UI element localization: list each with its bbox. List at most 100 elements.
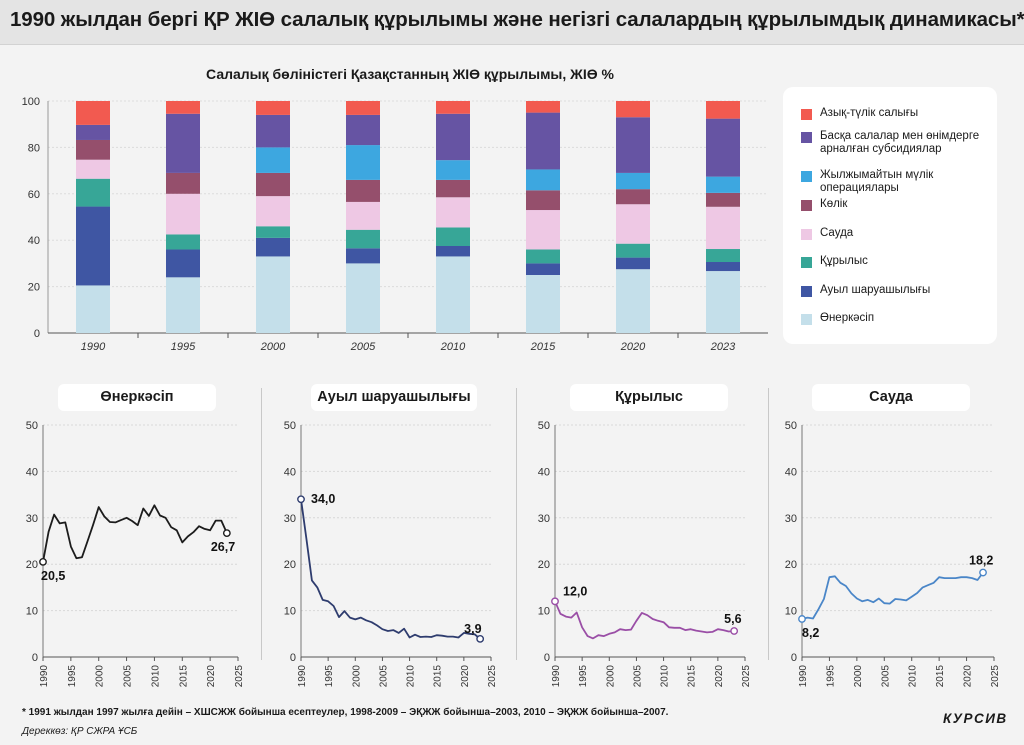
bar-segment [616, 204, 650, 244]
bar-segment [76, 139, 110, 160]
legend-swatch [801, 132, 812, 143]
series-line [554, 600, 735, 640]
legend-swatch [801, 171, 812, 182]
legend-item-trade: Сауда [801, 227, 991, 240]
bar-segment [76, 285, 110, 333]
panel-title-agriculture: Ауыл шаруашылығы [311, 384, 477, 411]
legend-item-industry: Өнеркәсіп [801, 312, 991, 325]
y-tick-label: 40 [26, 466, 38, 478]
y-tick-label: 50 [284, 420, 296, 432]
data-label: 12,0 [563, 584, 587, 598]
x-tick-label: 2010 [406, 665, 417, 688]
bar-segment [436, 113, 470, 161]
panel-title-industry: Өнеркәсіп [58, 384, 216, 411]
x-tick-label: 2020 [714, 665, 725, 688]
bar-segment [526, 210, 560, 250]
endpoint-marker [222, 529, 231, 538]
bar-segment [346, 201, 380, 230]
x-tick-label: 1995 [324, 665, 335, 688]
page-title: 1990 жылдан бергі ҚР ЖІӨ салалық құрылым… [10, 8, 1024, 31]
x-tick-label: 2005 [378, 665, 389, 688]
legend-label: Ауыл шаруашылығы [820, 284, 931, 296]
data-label: 20,5 [41, 569, 65, 583]
legend-label: Басқа салалар мен өнімдерге арналған суб… [820, 130, 980, 155]
x-tick-label: 2025 [990, 665, 1001, 688]
bar-segment [256, 196, 290, 227]
data-label: 18,2 [969, 554, 993, 568]
endpoint-marker [39, 557, 47, 566]
source-note: Дереккөз: ҚР СЖРА ҰСБ [22, 726, 138, 737]
bar-segment [526, 275, 560, 333]
x-tick-label: 1995 [171, 341, 196, 353]
bar-segment [706, 206, 740, 250]
legend-label: Көлік [820, 198, 848, 210]
x-tick-label: 2005 [880, 665, 891, 688]
x-tick-label: 1995 [67, 665, 78, 688]
x-tick-label: 2020 [206, 665, 217, 688]
bar-segment [526, 169, 560, 191]
y-tick-label: 60 [28, 189, 40, 201]
header-bar: 1990 жылдан бергі ҚР ЖІӨ салалық құрылым… [0, 0, 1024, 45]
bar-segment [346, 263, 380, 333]
y-tick-label: 30 [26, 513, 38, 525]
bar-segment [166, 172, 200, 194]
bar-segment [616, 101, 650, 118]
x-tick-label: 1995 [825, 665, 836, 688]
bar-segment [436, 246, 470, 257]
x-tick-label: 2000 [351, 665, 362, 688]
bar-segment [616, 172, 650, 190]
y-tick-label: 40 [284, 466, 296, 478]
y-tick-label: 50 [538, 420, 550, 432]
small-line-charts: 0 10 20 30 40 50 1990 1995 2000 2005 2010 2015 2020 2… [26, 420, 1001, 688]
y-tick-label: 40 [785, 466, 797, 478]
logo: КУРСИВ [943, 711, 1008, 726]
bar-segment [76, 124, 110, 140]
legend-item-food-tax: Азық-түлік салығы [801, 107, 991, 120]
x-tick-label: 1990 [551, 665, 562, 688]
legend-item-real-estate: Жылжымайтын мүлік операциялары [801, 169, 991, 195]
panel-title-construction: Құрылыс [570, 384, 728, 411]
x-tick-label: 2010 [660, 665, 671, 688]
bar-segment [706, 192, 740, 207]
y-tick-label: 20 [785, 559, 797, 571]
bar-segment [706, 101, 740, 119]
bar-segment [166, 193, 200, 235]
data-label: 8,2 [802, 626, 819, 640]
y-tick-label: 40 [538, 466, 550, 478]
x-tick-label: 2000 [260, 341, 286, 353]
endpoint-marker [979, 568, 987, 577]
bar-segment [706, 118, 740, 177]
y-tick-label: 50 [785, 420, 797, 432]
x-tick-label: 2005 [350, 341, 376, 353]
bar-segment [436, 101, 470, 114]
legend-swatch [801, 229, 812, 240]
x-tick-label: 2023 [710, 341, 736, 353]
main-chart-title: Салалық бөліністегі Қазақстанның ЖІӨ құр… [206, 66, 614, 82]
bar-segment [76, 178, 110, 207]
legend-label: Құрылыс [820, 255, 868, 267]
x-tick-label: 1990 [39, 665, 50, 688]
y-tick-label: 0 [290, 652, 296, 664]
legend-swatch [801, 314, 812, 325]
y-tick-label: 30 [284, 513, 296, 525]
bar-segment [616, 269, 650, 333]
bar-segment [526, 101, 560, 113]
y-tick-label: 0 [32, 652, 38, 664]
panel-title-trade: Сауда [812, 384, 970, 411]
y-tick-label: 80 [28, 142, 40, 154]
bar-segment [616, 243, 650, 258]
x-tick-label: 2015 [433, 665, 444, 688]
legend-swatch [801, 200, 812, 211]
data-label: 3,9 [464, 622, 481, 636]
x-tick-label: 2025 [234, 665, 245, 688]
chart-legend: Азық-түлік салығы Басқа салалар мен өнім… [783, 87, 997, 344]
bar-segment [346, 179, 380, 202]
y-tick-label: 10 [284, 606, 296, 618]
legend-label: Сауда [820, 227, 854, 239]
bar-segment [166, 234, 200, 250]
x-tick-label: 2020 [963, 665, 974, 688]
endpoint-marker [798, 615, 806, 623]
bar-segment [706, 249, 740, 263]
bar-segment [436, 179, 470, 198]
legend-swatch [801, 257, 812, 268]
